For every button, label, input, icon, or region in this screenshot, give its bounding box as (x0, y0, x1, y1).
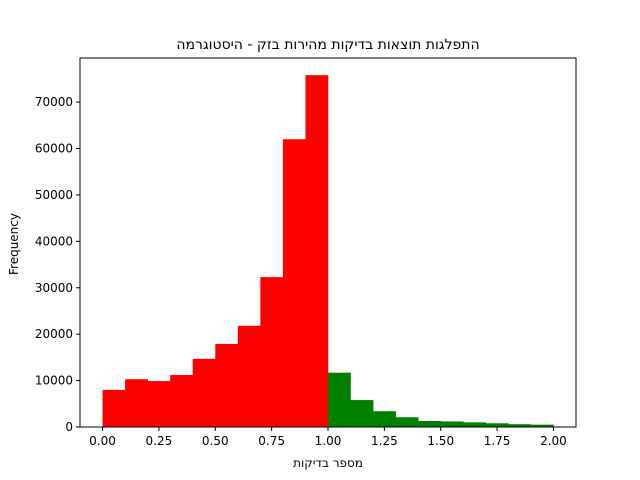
y-tick-label: 20000 (35, 327, 73, 341)
histogram-bar (282, 139, 306, 427)
chart-title: התפלגות תוצאות בדיקות מהירות בזק - היסטו… (176, 37, 479, 53)
x-tick-label: 0.75 (258, 434, 285, 448)
x-axis: 0.00 0.25 0.50 0.75 1.00 1.25 1.50 1.75 2.00 (89, 427, 567, 448)
histogram-bar (237, 325, 261, 427)
histogram-bar (305, 75, 329, 427)
y-tick-label: 50000 (35, 188, 73, 202)
histogram-bar (440, 421, 464, 427)
x-tick-label: 0.25 (146, 434, 173, 448)
histogram-bar (395, 417, 419, 427)
y-tick-label: 30000 (35, 281, 73, 295)
y-tick-label: 0 (65, 420, 73, 434)
x-tick-label: 1.00 (315, 434, 342, 448)
histogram-bar (192, 358, 216, 427)
y-axis-title: Frequency (7, 213, 21, 275)
x-tick-label: 0.50 (202, 434, 229, 448)
histogram-bar (485, 423, 509, 427)
histogram-bar (530, 424, 554, 427)
histogram-bar (102, 389, 126, 427)
histogram-bar (463, 422, 487, 427)
histogram-bar (373, 411, 396, 427)
y-tick-label: 40000 (35, 234, 73, 248)
x-axis-title: מספר בדיקות (293, 456, 363, 470)
histogram-bar (147, 381, 171, 427)
histogram-bar (260, 277, 284, 427)
x-tick-label: 0.00 (89, 434, 116, 448)
histogram-bar (215, 343, 239, 427)
y-tick-label: 70000 (35, 95, 73, 109)
x-tick-label: 1.50 (427, 434, 454, 448)
histogram-bar (418, 420, 442, 427)
y-tick-label: 60000 (35, 142, 73, 156)
histogram-bar (328, 372, 351, 427)
y-axis: 0 10000 20000 30000 40000 50000 60000 70000 (35, 95, 80, 434)
y-tick-label: 10000 (35, 374, 73, 388)
x-tick-label: 2.00 (540, 434, 567, 448)
x-tick-label: 1.25 (371, 434, 398, 448)
histogram-bar (350, 400, 374, 427)
histogram-bar (125, 379, 148, 427)
histogram-bar (508, 424, 532, 427)
bars-group (102, 75, 554, 427)
histogram-bar (170, 375, 194, 427)
x-tick-label: 1.75 (484, 434, 511, 448)
